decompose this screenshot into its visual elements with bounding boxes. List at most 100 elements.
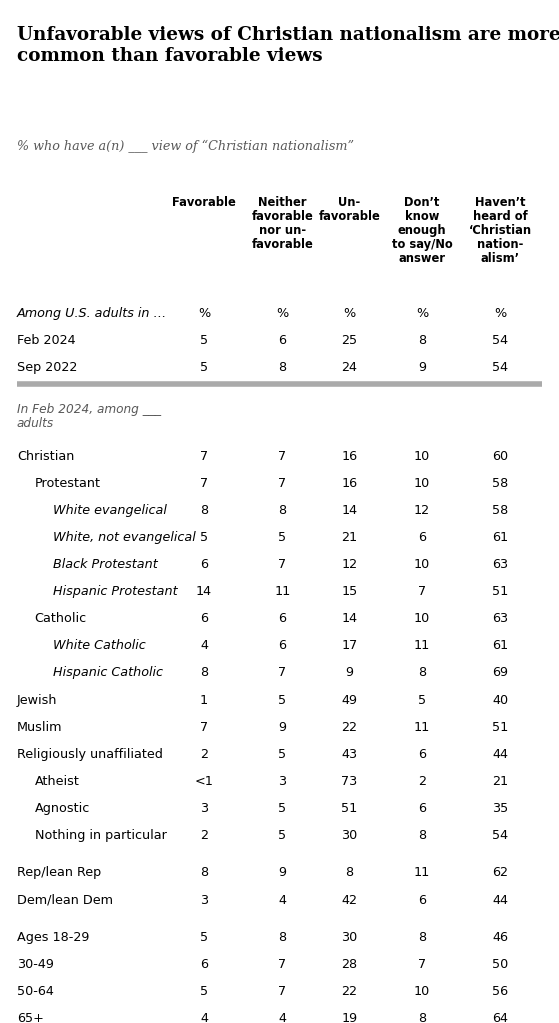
Text: 7: 7 xyxy=(200,721,208,733)
Text: Unfavorable views of Christian nationalism are more
common than favorable views: Unfavorable views of Christian nationali… xyxy=(17,26,559,65)
Text: 58: 58 xyxy=(492,503,509,517)
Text: Favorable: Favorable xyxy=(172,196,236,210)
Text: 5: 5 xyxy=(200,931,208,944)
Text: Black Protestant: Black Protestant xyxy=(53,559,157,571)
Text: 19: 19 xyxy=(342,1013,357,1023)
Text: Hispanic Catholic: Hispanic Catholic xyxy=(53,667,163,679)
Text: 6: 6 xyxy=(200,559,208,571)
Text: 10: 10 xyxy=(414,477,430,490)
Text: 62: 62 xyxy=(492,866,508,880)
Text: 5: 5 xyxy=(418,694,426,707)
Text: 8: 8 xyxy=(200,667,208,679)
Text: Protestant: Protestant xyxy=(35,477,101,490)
Text: 4: 4 xyxy=(278,1013,286,1023)
Text: 51: 51 xyxy=(492,721,509,733)
Text: Neither
favorable
nor un-
favorable: Neither favorable nor un- favorable xyxy=(252,196,313,252)
Text: 7: 7 xyxy=(200,450,208,462)
Text: 63: 63 xyxy=(492,559,508,571)
Text: 5: 5 xyxy=(200,531,208,544)
Text: 7: 7 xyxy=(278,450,286,462)
Text: 14: 14 xyxy=(196,585,212,598)
Text: 54: 54 xyxy=(492,361,508,374)
Text: 46: 46 xyxy=(492,931,508,944)
Text: 4: 4 xyxy=(200,639,208,653)
Text: 2: 2 xyxy=(418,775,426,788)
Text: Ages 18-29: Ages 18-29 xyxy=(17,931,89,944)
Text: 6: 6 xyxy=(278,639,286,653)
Text: 8: 8 xyxy=(200,866,208,880)
Text: 3: 3 xyxy=(278,775,286,788)
Text: 11: 11 xyxy=(274,585,291,598)
Text: 7: 7 xyxy=(278,477,286,490)
Text: 49: 49 xyxy=(342,694,357,707)
Text: 40: 40 xyxy=(492,694,508,707)
Text: % who have a(n) ___ view of “Christian nationalism”: % who have a(n) ___ view of “Christian n… xyxy=(17,140,354,153)
Text: 30: 30 xyxy=(341,931,358,944)
Text: 11: 11 xyxy=(414,639,430,653)
Text: Haven’t
heard of
‘Christian
nation-
alism’: Haven’t heard of ‘Christian nation- alis… xyxy=(469,196,532,265)
Text: 50-64: 50-64 xyxy=(17,985,54,998)
Text: Hispanic Protestant: Hispanic Protestant xyxy=(53,585,177,598)
Text: 3: 3 xyxy=(200,894,208,906)
Text: 24: 24 xyxy=(342,361,357,374)
Text: Sep 2022: Sep 2022 xyxy=(17,361,77,374)
Text: 7: 7 xyxy=(278,959,286,971)
Text: 21: 21 xyxy=(342,531,357,544)
Text: Dem/lean Dem: Dem/lean Dem xyxy=(17,894,113,906)
Text: Among U.S. adults in …: Among U.S. adults in … xyxy=(17,307,167,320)
Text: 8: 8 xyxy=(418,931,426,944)
Text: Muslim: Muslim xyxy=(17,721,62,733)
Text: 51: 51 xyxy=(341,802,358,815)
Text: 5: 5 xyxy=(278,830,286,842)
Text: 21: 21 xyxy=(492,775,508,788)
Text: 54: 54 xyxy=(492,333,508,347)
Text: 6: 6 xyxy=(418,802,426,815)
Text: 8: 8 xyxy=(418,1013,426,1023)
Text: 6: 6 xyxy=(418,531,426,544)
Text: 12: 12 xyxy=(342,559,357,571)
Text: 63: 63 xyxy=(492,612,508,625)
Text: 7: 7 xyxy=(278,667,286,679)
Text: In Feb 2024, among ___
adults: In Feb 2024, among ___ adults xyxy=(17,402,161,430)
Text: 22: 22 xyxy=(342,985,357,998)
Text: 30-49: 30-49 xyxy=(17,959,54,971)
Text: 7: 7 xyxy=(278,559,286,571)
Text: Don’t
know
enough
to say/No
answer: Don’t know enough to say/No answer xyxy=(392,196,452,265)
Text: 5: 5 xyxy=(200,985,208,998)
Text: Christian: Christian xyxy=(17,450,74,462)
Text: 35: 35 xyxy=(492,802,509,815)
Text: Feb 2024: Feb 2024 xyxy=(17,333,75,347)
Text: 61: 61 xyxy=(492,531,508,544)
Text: 65+: 65+ xyxy=(17,1013,44,1023)
Text: 9: 9 xyxy=(418,361,426,374)
Text: 61: 61 xyxy=(492,639,508,653)
Text: 4: 4 xyxy=(200,1013,208,1023)
Text: 51: 51 xyxy=(492,585,509,598)
Text: Nothing in particular: Nothing in particular xyxy=(35,830,167,842)
Text: 6: 6 xyxy=(278,612,286,625)
Text: 14: 14 xyxy=(342,503,357,517)
Text: 64: 64 xyxy=(492,1013,508,1023)
Text: %: % xyxy=(343,307,356,320)
Text: Rep/lean Rep: Rep/lean Rep xyxy=(17,866,101,880)
Text: 5: 5 xyxy=(200,361,208,374)
Text: 7: 7 xyxy=(200,477,208,490)
Text: 54: 54 xyxy=(492,830,508,842)
Text: 8: 8 xyxy=(278,361,286,374)
Text: Atheist: Atheist xyxy=(35,775,79,788)
Text: White evangelical: White evangelical xyxy=(53,503,167,517)
Text: 8: 8 xyxy=(418,333,426,347)
Text: 50: 50 xyxy=(492,959,509,971)
Text: 30: 30 xyxy=(341,830,358,842)
Text: 5: 5 xyxy=(278,802,286,815)
Text: 6: 6 xyxy=(200,612,208,625)
Text: 2: 2 xyxy=(200,830,208,842)
Text: 69: 69 xyxy=(492,667,508,679)
Text: 5: 5 xyxy=(278,531,286,544)
Text: %: % xyxy=(276,307,288,320)
Text: 8: 8 xyxy=(418,830,426,842)
Text: 22: 22 xyxy=(342,721,357,733)
Text: 44: 44 xyxy=(492,894,508,906)
Text: 11: 11 xyxy=(414,866,430,880)
Text: 9: 9 xyxy=(278,866,286,880)
